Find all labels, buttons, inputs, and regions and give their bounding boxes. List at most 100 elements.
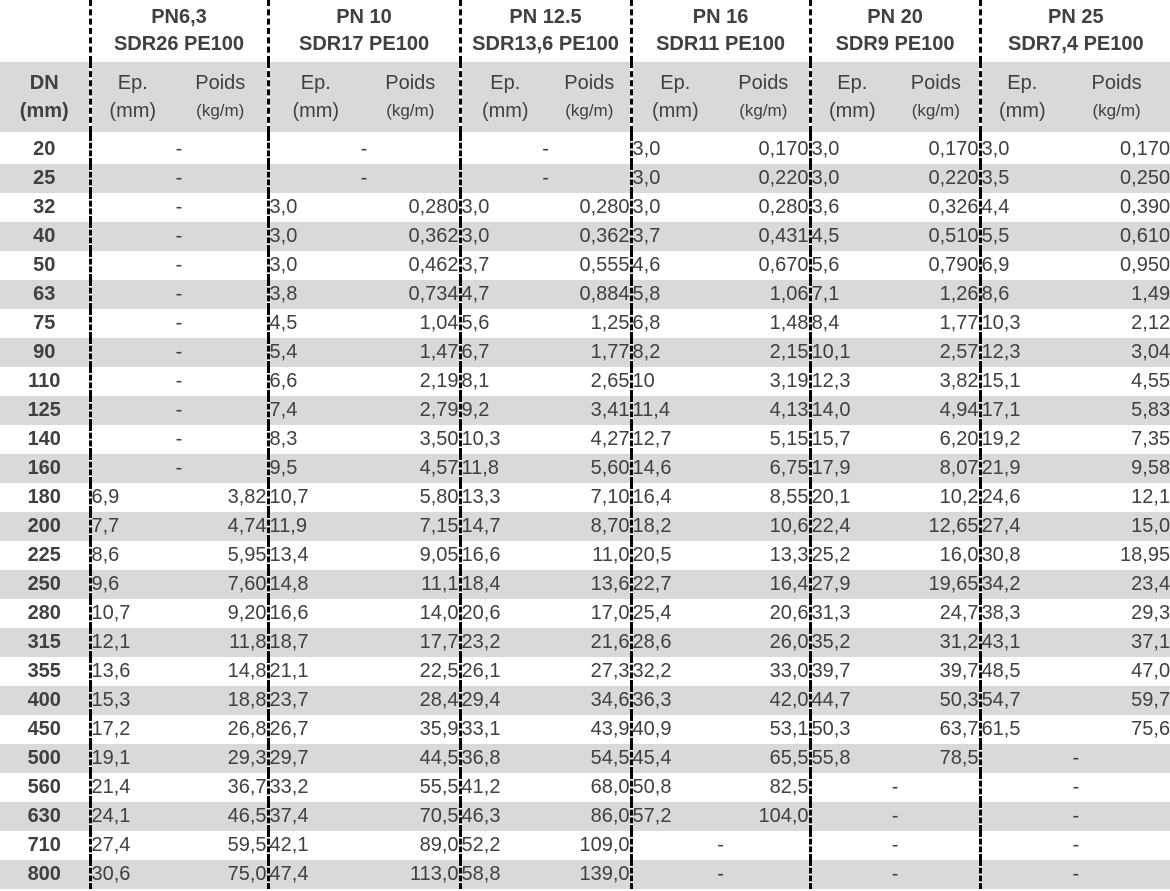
ep-cell: 5,5 [978,222,1064,251]
ep-cell: 12,1 [88,628,174,657]
ep-cell: 20,1 [808,483,894,512]
poids-cell: 20,6 [769,602,809,624]
poids-cell: 0,280 [579,196,630,218]
poids-cell: 82,5 [769,776,809,798]
group-pressure-label: PN 10 [336,6,392,28]
ep-cell: 43,1 [978,628,1064,657]
empty-cell: - [88,222,269,251]
spacer-cell [808,132,981,135]
table-row: 90-5,4 1,47 6,7 1,77 8,2 2,15 10,1 2,57 12,3 3,04 [0,338,1170,367]
poids-cell: 1,04 [419,312,459,334]
ep-unit: (mm) [292,100,340,122]
group-sdr-label: SDR9 PE100 [835,33,955,55]
ep-cell: 20,5 [629,541,719,570]
empty-cell: - [88,251,269,280]
ep-cell: 3,0 [266,193,363,222]
poids-cell: 44,5 [362,744,461,773]
poids-cell: 10,6 [718,512,811,541]
poids-cell: 1,48 [769,312,809,334]
dn-cell: 500 [0,744,90,773]
header-spacer-row [0,132,1170,135]
ep-cell: 29,4 [458,686,550,715]
ep-cell: 26,7 [266,715,363,744]
poids-cell: 13,6 [549,570,632,599]
poids-cell: 17,0 [590,602,630,624]
ep-cell: 3,7 [458,251,550,280]
poids-cell: 16,4 [718,570,811,599]
poids-cell: 0,884 [549,280,632,309]
poids-cell: 0,220 [893,164,981,193]
poids-cell: 68,0 [590,776,630,798]
ep-cell: 18,2 [629,512,719,541]
empty-cell: - [88,135,269,164]
ep-header-cell: Ep. (mm) [88,62,174,132]
poids-cell: 29,3 [174,744,269,773]
poids-cell: 0,431 [718,222,811,251]
table-row: 180 6,9 3,82 10,7 5,80 13,3 7,10 16,4 8,55 20,1 10… [0,483,1170,512]
poids-cell: 53,1 [769,718,809,740]
ep-cell: 11,9 [266,512,363,541]
ep-cell: 11,8 [458,454,550,483]
ep-cell: 5,4 [266,338,363,367]
ep-cell: 27,9 [808,570,894,599]
poids-cell: 1,25 [590,312,630,334]
ep-cell: 14,8 [266,570,363,599]
dn-cell: 20 [33,138,56,160]
poids-cell: 16,0 [939,544,979,566]
ep-cell: 25,2 [808,541,894,570]
ep-cell: 7,7 [88,512,174,541]
poids-cell: 11,1 [362,570,461,599]
dn-unit: (mm) [19,100,69,122]
dn-cell: 250 [0,570,90,599]
ep-cell: 32,2 [629,657,719,686]
ep-cell: 8,4 [808,309,894,338]
table-row: 40-3,0 0,362 3,0 0,362 3,7 0,431 4,5 0,510 5,5 0,… [0,222,1170,251]
poids-cell: 26,0 [718,628,811,657]
group-sdr-label: SDR26 PE100 [113,33,245,55]
ep-cell: 3,5 [978,164,1064,193]
poids-cell: 22,5 [419,660,459,682]
poids-cell: 75,6 [1131,718,1170,740]
empty-cell: - [808,831,981,860]
poids-cell: 0,670 [758,254,809,276]
ep-cell: 36,8 [458,744,550,773]
poids-cell: 0,462 [408,254,459,276]
ep-cell: 3,0 [266,222,363,251]
poids-cell: 23,4 [1063,570,1170,599]
poids-cell: 63,7 [939,718,979,740]
dn-cell: 450 [27,718,61,740]
poids-cell: 4,94 [893,396,981,425]
poids-cell: 0,170 [1120,138,1170,160]
poids-cell: 7,15 [362,512,461,541]
ep-unit: (mm) [481,100,529,122]
ep-cell: 16,4 [629,483,719,512]
empty-cell: - [88,164,269,193]
empty-cell: - [266,135,461,164]
ep-cell: 3,0 [629,135,719,164]
ep-cell: 8,2 [629,338,719,367]
ep-cell: 35,2 [808,628,894,657]
ep-cell: 24,1 [88,802,174,831]
ep-cell: 9,5 [266,454,363,483]
group-sdr-label: SDR17 PE100 [298,33,430,55]
poids-cell: 59,5 [227,834,267,856]
ep-cell: 10,7 [266,483,363,512]
ep-cell: 52,2 [458,831,550,860]
ep-cell: 19,2 [978,425,1064,454]
poids-cell: 37,1 [1063,628,1170,657]
ep-cell: 23,2 [458,628,550,657]
ep-cell: 47,4 [266,860,363,889]
poids-cell: 47,0 [1131,660,1170,682]
poids-header-cell: Poids (kg/m) [718,62,811,132]
poids-cell: 17,7 [362,628,461,657]
ep-cell: 36,3 [629,686,719,715]
spacer-cell [266,132,461,135]
group-header-1: PN 10 SDR17 PE100 [266,0,461,62]
poids-cell: 0,790 [928,254,979,276]
poids-cell: 21,6 [549,628,632,657]
poids-cell: 10,2 [939,486,979,508]
ep-cell: 10,7 [88,599,174,628]
ep-cell: 14,0 [808,396,894,425]
empty-cell: - [808,802,981,831]
ep-label: Ep. [117,72,148,94]
